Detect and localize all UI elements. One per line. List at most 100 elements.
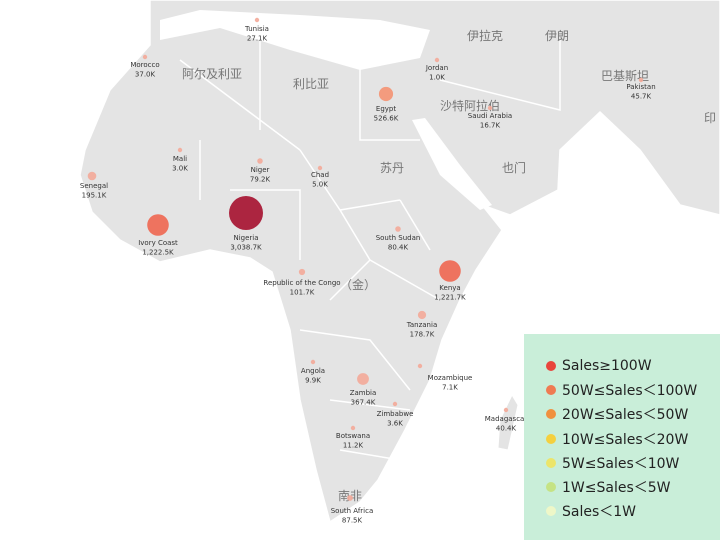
sales-label: 16.7K bbox=[480, 122, 501, 130]
legend-label: 50W≤Sales＜100W bbox=[562, 383, 698, 400]
legend-item[interactable]: 1W≤Sales＜5W bbox=[546, 475, 720, 499]
legend-swatch bbox=[546, 506, 556, 517]
region-label: 印 bbox=[704, 111, 716, 125]
sales-label: 1,222.5K bbox=[142, 249, 174, 257]
sales-bubble bbox=[395, 226, 401, 232]
sales-label: 195.1K bbox=[82, 192, 107, 200]
country-name: Mali bbox=[173, 155, 187, 163]
sales-bubble bbox=[317, 165, 323, 171]
country-name: Tanzania bbox=[406, 321, 437, 329]
region-label: （金） bbox=[340, 277, 376, 292]
sales-bubble bbox=[378, 86, 394, 102]
region-label: 阿尔及利亚 bbox=[182, 66, 242, 81]
sales-label: 367.4K bbox=[351, 399, 376, 407]
country-name: Ivory Coast bbox=[138, 239, 178, 247]
legend-item[interactable]: 5W≤Sales＜10W bbox=[546, 451, 720, 475]
sales-bubble bbox=[147, 214, 169, 236]
country-name: Jordan bbox=[425, 64, 448, 72]
country-name: Zimbabwe bbox=[377, 410, 414, 418]
legend-label: Sales＜1W bbox=[562, 504, 637, 521]
country-name: South Africa bbox=[331, 507, 374, 515]
sales-bubble bbox=[257, 158, 263, 164]
country-name: Tunisia bbox=[244, 25, 269, 33]
sales-bubble bbox=[310, 359, 316, 365]
sea bbox=[160, 10, 430, 70]
sales-label: 178.7K bbox=[410, 331, 435, 339]
borders bbox=[179, 40, 561, 461]
country-name: Botswana bbox=[336, 432, 370, 440]
legend-item[interactable]: Sales≥100W bbox=[546, 354, 720, 378]
country-name: Republic of the Congo bbox=[263, 279, 340, 287]
region-label: 伊拉克 bbox=[467, 28, 503, 43]
region-label: 苏丹 bbox=[380, 161, 404, 175]
country-name: Mozambique bbox=[428, 374, 473, 382]
country-name: Egypt bbox=[376, 105, 396, 113]
legend-item[interactable]: 50W≤Sales＜100W bbox=[546, 378, 720, 402]
sales-bubble bbox=[638, 77, 644, 83]
sales-bubble bbox=[87, 171, 97, 181]
sales-bubble bbox=[347, 495, 353, 501]
country-name: Zambia bbox=[350, 389, 377, 397]
country-name: Kenya bbox=[439, 284, 460, 292]
region-label: 也门 bbox=[502, 160, 526, 175]
sales-label: 79.2K bbox=[250, 176, 271, 184]
sales-label: 87.5K bbox=[342, 517, 363, 525]
sales-bubble bbox=[357, 373, 369, 385]
sales-label: 80.4K bbox=[388, 244, 409, 252]
country-name: Pakistan bbox=[626, 83, 655, 91]
sales-bubble bbox=[392, 401, 398, 407]
country-name: Madagascar bbox=[485, 415, 528, 423]
region-label: 利比亚 bbox=[293, 77, 329, 91]
legend-swatch bbox=[546, 457, 556, 468]
country-name: Angola bbox=[301, 367, 325, 375]
sales-label: 3,038.7K bbox=[230, 244, 262, 252]
sales-label: 3.6K bbox=[387, 420, 403, 428]
sales-label: 45.7K bbox=[631, 93, 652, 101]
legend-label: Sales≥100W bbox=[562, 358, 652, 375]
sales-label: 11.2K bbox=[343, 442, 364, 450]
country-name: Nigeria bbox=[233, 234, 258, 242]
sales-label: 5.0K bbox=[312, 181, 328, 189]
sales-label: 7.1K bbox=[442, 384, 458, 392]
sales-bubble bbox=[298, 268, 306, 276]
legend-swatch bbox=[546, 361, 556, 372]
legend-swatch bbox=[546, 482, 556, 493]
sales-bubble bbox=[434, 57, 440, 63]
sales-bubble bbox=[254, 17, 260, 23]
legend-swatch bbox=[546, 385, 556, 396]
legend: Sales≥100W 50W≤Sales＜100W 20W≤Sales＜50W 10W… bbox=[524, 334, 720, 540]
legend-label: 20W≤Sales＜50W bbox=[562, 407, 689, 424]
sales-label: 1,221.7K bbox=[434, 294, 466, 302]
island bbox=[497, 393, 519, 451]
legend-label: 5W≤Sales＜10W bbox=[562, 455, 680, 472]
region-label: 伊朗 bbox=[545, 29, 569, 43]
sales-bubble bbox=[350, 425, 356, 431]
region-label: 巴基斯坦 bbox=[601, 69, 649, 83]
legend-swatch bbox=[546, 409, 556, 420]
legend-label: 1W≤Sales＜5W bbox=[562, 480, 671, 497]
country-name: Senegal bbox=[80, 182, 108, 190]
sales-bubble bbox=[417, 310, 427, 320]
sales-bubble bbox=[229, 196, 263, 230]
land bbox=[79, 0, 720, 524]
sales-label: 3.0K bbox=[172, 165, 188, 173]
sales-bubble bbox=[487, 105, 493, 111]
sales-label: 9.9K bbox=[305, 377, 321, 385]
legend-item[interactable]: Sales＜1W bbox=[546, 499, 720, 523]
sales-bubble bbox=[439, 260, 461, 282]
sea bbox=[412, 118, 492, 210]
sales-bubble bbox=[503, 407, 509, 413]
country-name: Morocco bbox=[130, 61, 159, 69]
sales-label: 1.0K bbox=[429, 74, 445, 82]
sales-label: 37.0K bbox=[135, 71, 156, 79]
sales-bubble bbox=[177, 147, 183, 153]
country-name: South Sudan bbox=[376, 234, 421, 242]
sales-label: 27.1K bbox=[247, 35, 268, 43]
legend-item[interactable]: 20W≤Sales＜50W bbox=[546, 402, 720, 426]
sales-label: 526.6K bbox=[374, 115, 399, 123]
country-name: Saudi Arabia bbox=[468, 112, 512, 120]
sales-label: 40.4K bbox=[496, 425, 517, 433]
legend-item[interactable]: 10W≤Sales＜20W bbox=[546, 427, 720, 451]
